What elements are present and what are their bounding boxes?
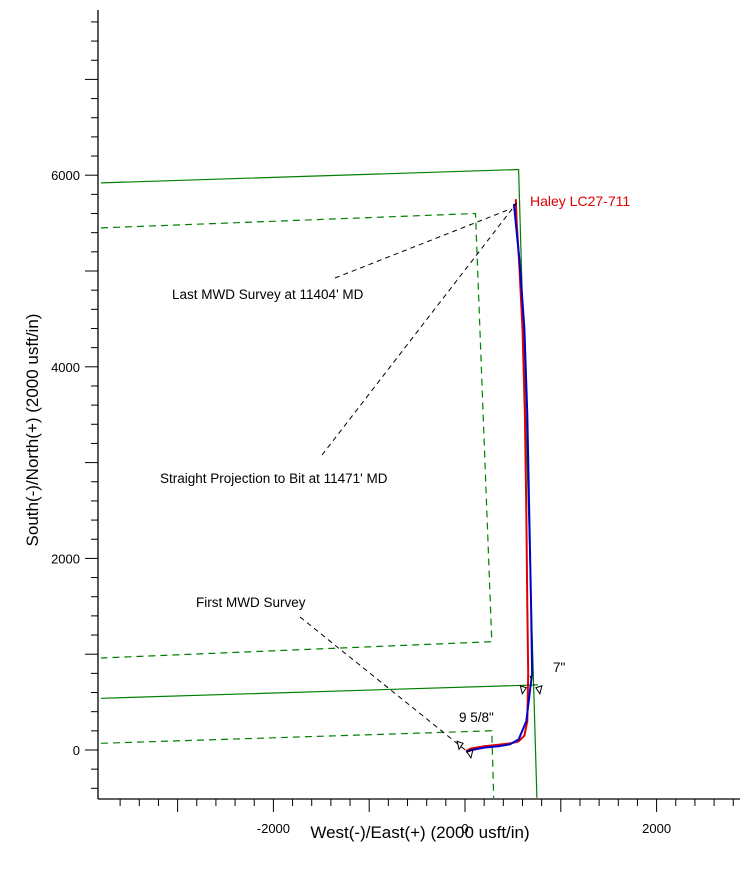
y-tick-label: 6000 — [51, 168, 80, 183]
x-tick-label: -2000 — [257, 821, 290, 836]
casing-7-marker-right — [535, 684, 543, 695]
y-axis-title: South(-)/North(+) (2000 usft/in) — [23, 314, 42, 547]
axes: -2000 0 2000 0 2000 4000 6000 — [51, 10, 740, 836]
casing-9-5-8-marker-left — [456, 740, 464, 751]
leader-line-4 — [529, 675, 535, 686]
well-path-1 — [465, 199, 530, 752]
annotation-label-6: 7" — [553, 660, 566, 675]
annotation-label-1: Haley LC27-711 — [530, 193, 630, 209]
y-tick-label: 4000 — [51, 360, 80, 375]
x-tick-label: 2000 — [642, 821, 671, 836]
annotation-label-4: First MWD Survey — [196, 595, 306, 610]
x-axis-title: West(-)/East(+) (2000 usft/in) — [310, 823, 529, 842]
lease-line-4 — [100, 730, 495, 798]
y-tick-label: 2000 — [51, 551, 80, 566]
x-tick-label: 0 — [461, 821, 468, 836]
annotation-label-3: Straight Projection to Bit at 11471' MD — [160, 471, 388, 486]
annotation-label-2: Last MWD Survey at 11404' MD — [172, 287, 364, 302]
leader-line-1 — [334, 208, 512, 279]
lease-line-3 — [100, 212, 493, 659]
lease-line-2 — [100, 684, 538, 699]
annotation-labels: Haley LC27-711 Last MWD Survey at 11404' … — [160, 193, 630, 725]
casing-7-marker-left — [519, 684, 528, 695]
annotation-label-5: 9 5/8" — [459, 710, 494, 725]
casing-9-5-8-marker-right — [466, 749, 474, 760]
well-path-2 — [465, 203, 534, 753]
leader-line-2 — [321, 202, 518, 456]
annotation-leaders — [299, 202, 535, 751]
casing-markers — [456, 684, 543, 760]
leader-line-3 — [299, 616, 467, 751]
well-paths — [465, 199, 534, 753]
y-tick-label: 0 — [73, 743, 80, 758]
